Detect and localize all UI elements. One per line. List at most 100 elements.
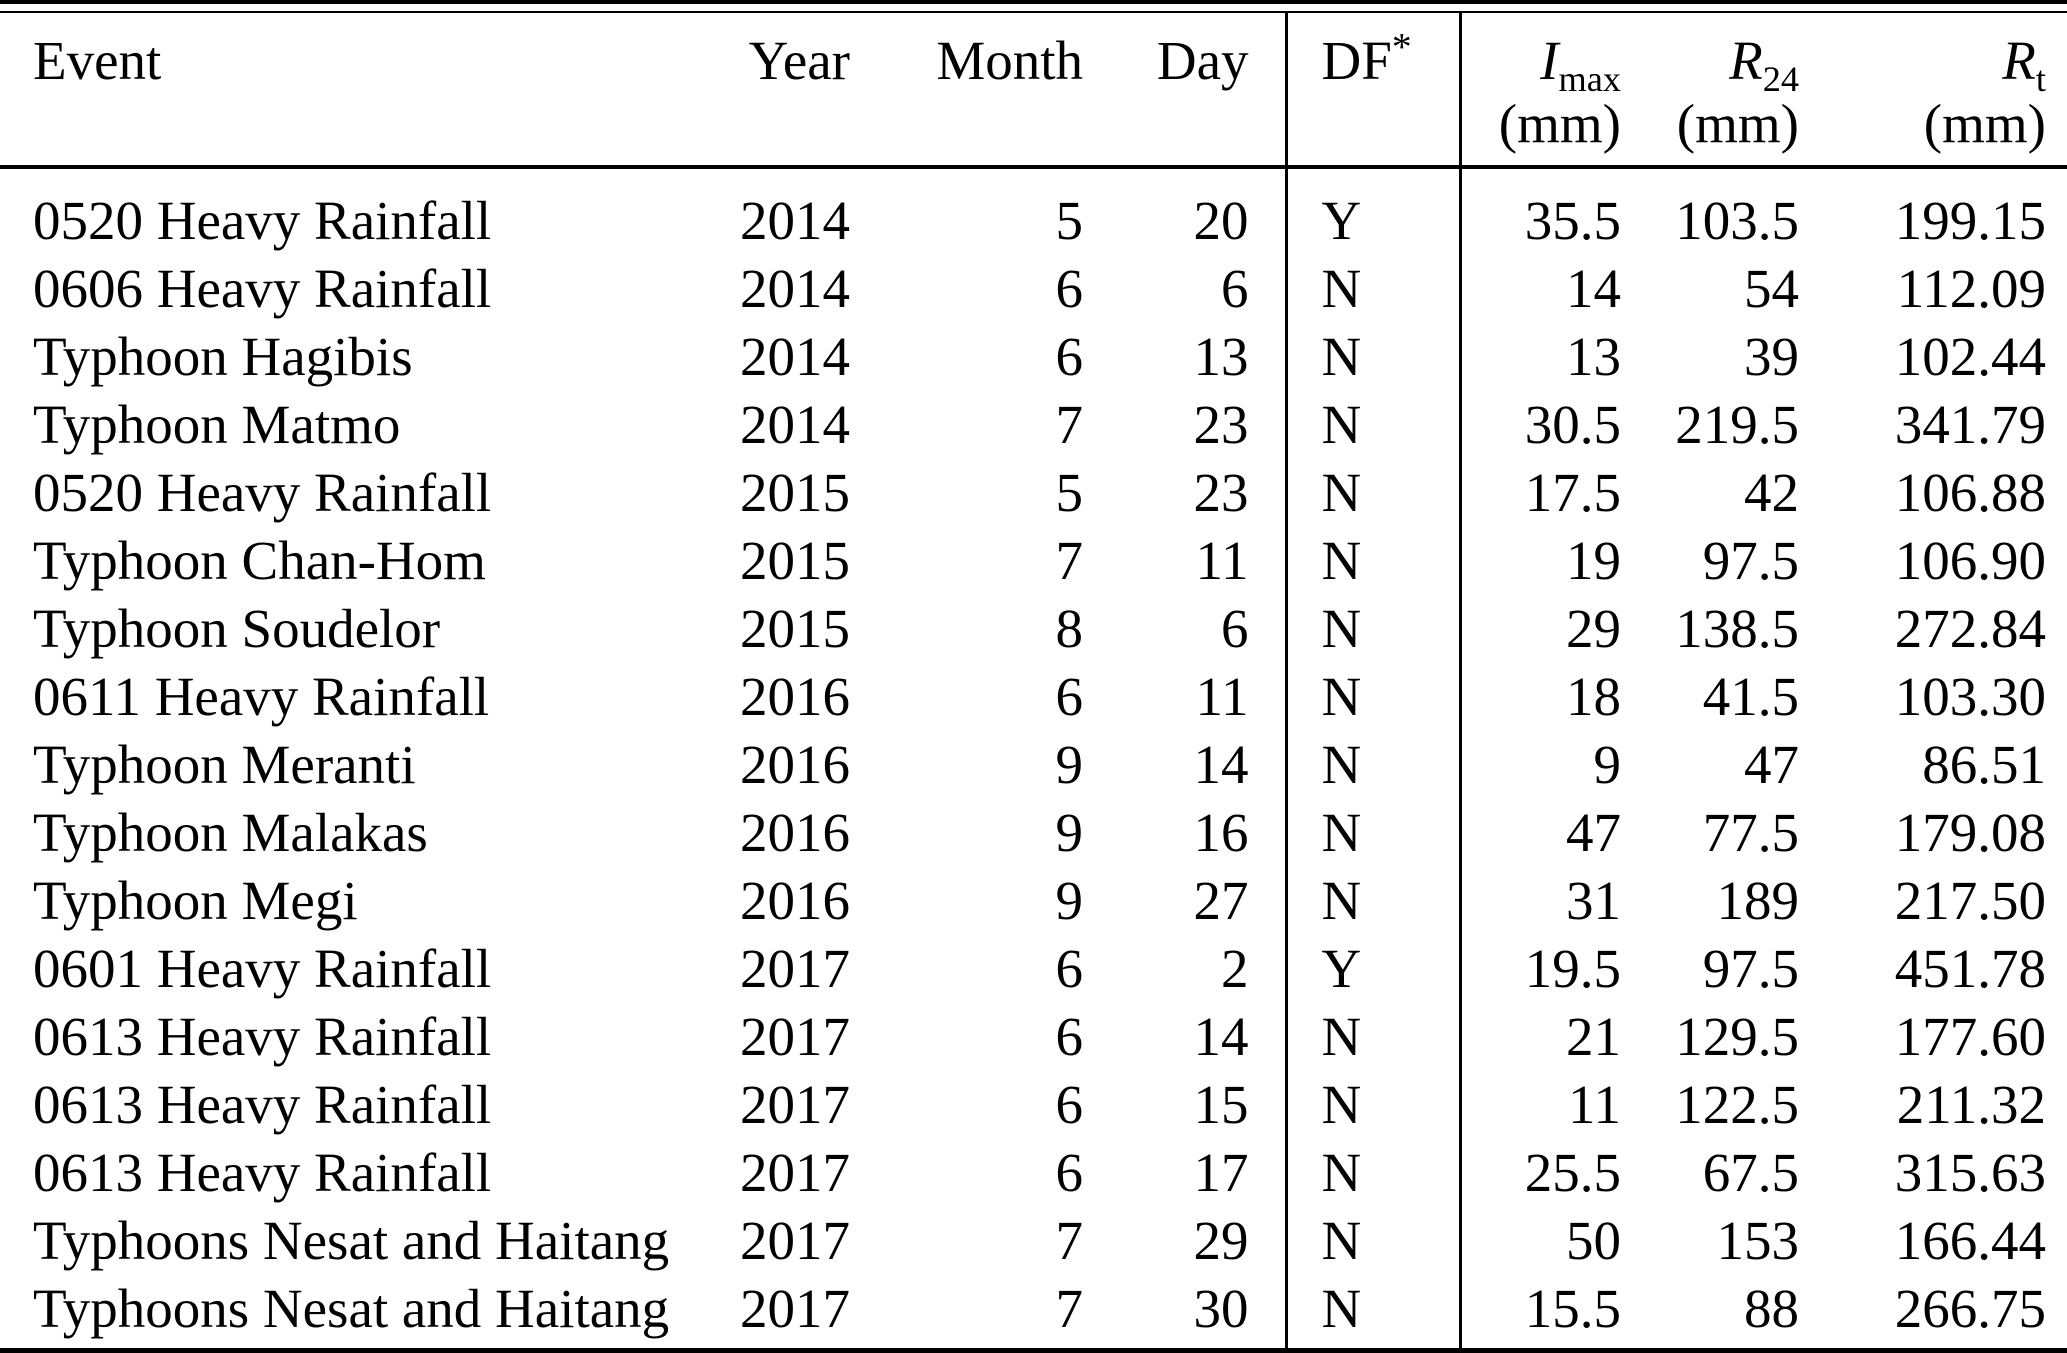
cell-day: 30 xyxy=(1193,1277,1249,1339)
cell-r24: 138.5 xyxy=(1675,597,1799,659)
header-month-label: Month xyxy=(936,30,1083,91)
header-imax-symbol: Imax xyxy=(1463,29,1621,97)
cell-month: 6 xyxy=(1055,937,1084,999)
cell-month: 7 xyxy=(1055,1277,1084,1339)
cell-df: N xyxy=(1284,1138,1462,1206)
cell-month: 5 xyxy=(1055,461,1084,523)
cell-r24: 41.5 xyxy=(1702,665,1799,727)
cell-imax: 15.5 xyxy=(1524,1277,1621,1339)
cell-day: 20 xyxy=(1193,189,1249,251)
cell-r24: 54 xyxy=(1744,257,1799,319)
cell-event: Typhoon Meranti xyxy=(33,733,416,795)
cell-imax: 11 xyxy=(1568,1073,1621,1135)
cell-rt: 211.32 xyxy=(1896,1073,2046,1135)
cell-event: 0601 Heavy Rainfall xyxy=(33,937,492,999)
cell-r24: 97.5 xyxy=(1702,529,1799,591)
cell-year: 2016 xyxy=(740,869,850,931)
cell-day: 14 xyxy=(1193,1005,1249,1067)
table-row: Typhoon Matmo 2014 7 23 N 30.5 219.5 341.79 xyxy=(0,390,2067,458)
cell-df: N xyxy=(1284,526,1462,594)
cell-imax: 21 xyxy=(1566,1005,1621,1067)
cell-month: 7 xyxy=(1055,393,1084,455)
cell-rt: 217.50 xyxy=(1894,869,2046,931)
cell-df: N xyxy=(1284,1206,1462,1274)
cell-imax: 47 xyxy=(1566,801,1621,863)
cell-r24: 153 xyxy=(1716,1209,1800,1271)
cell-day: 14 xyxy=(1193,733,1249,795)
cell-imax: 30.5 xyxy=(1524,393,1621,455)
cell-imax: 29 xyxy=(1566,597,1621,659)
cell-r24: 67.5 xyxy=(1702,1141,1799,1203)
header-imax-subscript: max xyxy=(1558,59,1622,99)
table-row: 0611 Heavy Rainfall 2016 6 11 N 18 41.5 103.30 xyxy=(0,662,2067,730)
cell-year: 2014 xyxy=(740,393,850,455)
header-event-label: Event xyxy=(33,30,162,91)
cell-year: 2016 xyxy=(740,665,850,727)
table-row: Typhoon Hagibis 2014 6 13 N 13 39 102.44 xyxy=(0,322,2067,390)
cell-month: 8 xyxy=(1055,597,1084,659)
cell-year: 2016 xyxy=(740,801,850,863)
cell-rt: 315.63 xyxy=(1894,1141,2046,1203)
header-rt-subscript: t xyxy=(2035,59,2046,99)
cell-df: N xyxy=(1284,1070,1462,1138)
table-row: Typhoon Chan-Hom 2015 7 11 N 19 97.5 106.90 xyxy=(0,526,2067,594)
header-df-text: DF xyxy=(1321,30,1392,91)
cell-month: 7 xyxy=(1055,1209,1084,1271)
cell-event: Typhoon Soudelor xyxy=(33,597,441,659)
cell-imax: 25.5 xyxy=(1524,1141,1621,1203)
cell-rt: 166.44 xyxy=(1894,1209,2046,1271)
cell-day: 6 xyxy=(1221,597,1249,659)
cell-event: Typhoon Megi xyxy=(33,869,358,931)
cell-year: 2015 xyxy=(740,461,850,523)
table-row: 0606 Heavy Rainfall 2014 6 6 N 14 54 112.09 xyxy=(0,254,2067,322)
cell-day: 23 xyxy=(1193,461,1249,523)
cell-imax: 13 xyxy=(1566,325,1621,387)
cell-df: Y xyxy=(1284,167,1462,254)
cell-rt: 102.44 xyxy=(1894,325,2046,387)
cell-day: 2 xyxy=(1221,937,1249,999)
cell-imax: 14 xyxy=(1566,257,1621,319)
cell-r24: 39 xyxy=(1744,325,1799,387)
cell-event: 0611 Heavy Rainfall xyxy=(33,665,490,727)
cell-event: Typhoons Nesat and Haitang xyxy=(33,1277,670,1339)
cell-day: 16 xyxy=(1193,801,1249,863)
cell-event: 0520 Heavy Rainfall xyxy=(33,189,492,251)
cell-year: 2014 xyxy=(740,325,850,387)
cell-rt: 112.09 xyxy=(1896,257,2046,319)
table-row: Typhoons Nesat and Haitang 2017 7 30 N 15.5 88… xyxy=(0,1274,2067,1353)
cell-month: 7 xyxy=(1055,529,1084,591)
cell-event: Typhoons Nesat and Haitang xyxy=(33,1209,670,1271)
cell-df: N xyxy=(1284,594,1462,662)
table-row: Typhoon Meranti 2016 9 14 N 9 47 86.51 xyxy=(0,730,2067,798)
cell-df: N xyxy=(1284,1002,1462,1070)
cell-month: 6 xyxy=(1055,1141,1084,1203)
col-header-rt: Rt (mm) xyxy=(1800,12,2067,169)
cell-year: 2015 xyxy=(740,529,850,591)
cell-imax: 35.5 xyxy=(1524,189,1621,251)
cell-r24: 88 xyxy=(1744,1277,1799,1339)
cell-month: 6 xyxy=(1055,257,1084,319)
cell-month: 9 xyxy=(1055,733,1084,795)
table-row: 0613 Heavy Rainfall 2017 6 14 N 21 129.5 177.60 xyxy=(0,1002,2067,1070)
cell-month: 9 xyxy=(1055,869,1084,931)
table-row: 0613 Heavy Rainfall 2017 6 17 N 25.5 67.5 315.6… xyxy=(0,1138,2067,1206)
cell-rt: 106.90 xyxy=(1894,529,2046,591)
cell-rt: 451.78 xyxy=(1894,937,2046,999)
header-year-label: Year xyxy=(748,30,850,91)
cell-imax: 9 xyxy=(1593,733,1622,795)
cell-df: N xyxy=(1284,1274,1462,1353)
header-r24-unit: (mm) xyxy=(1676,93,1799,154)
cell-year: 2014 xyxy=(740,189,850,251)
cell-imax: 18 xyxy=(1566,665,1621,727)
cell-day: 15 xyxy=(1193,1073,1249,1135)
cell-rt: 179.08 xyxy=(1894,801,2046,863)
cell-event: 0606 Heavy Rainfall xyxy=(33,257,492,319)
header-df-asterisk: * xyxy=(1391,24,1412,69)
col-header-event: Event xyxy=(0,12,690,169)
cell-imax: 50 xyxy=(1566,1209,1621,1271)
cell-df: N xyxy=(1284,254,1462,322)
cell-rt: 177.60 xyxy=(1894,1005,2046,1067)
cell-rt: 199.15 xyxy=(1894,189,2046,251)
cell-year: 2017 xyxy=(740,1277,850,1339)
table-body: 0520 Heavy Rainfall 2014 5 20 Y 35.5 103.5 199.… xyxy=(0,167,2067,1353)
